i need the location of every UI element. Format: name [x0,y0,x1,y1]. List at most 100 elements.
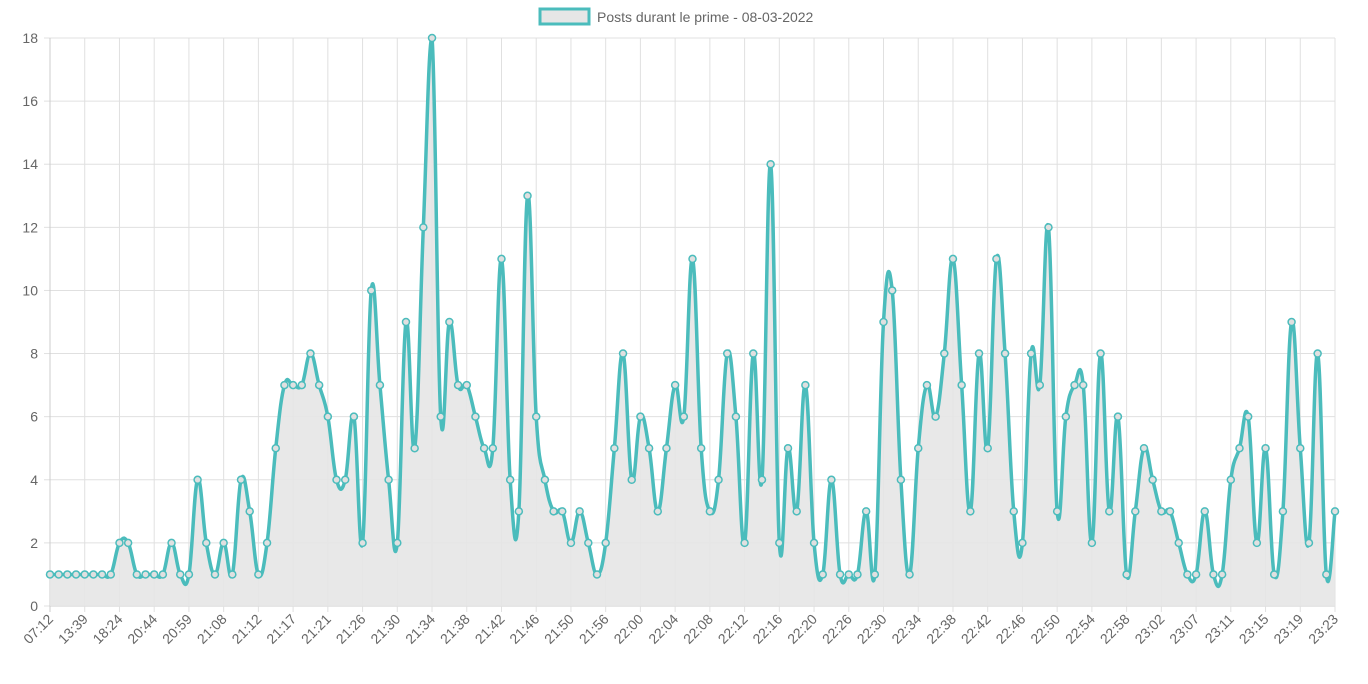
data-point[interactable] [757,475,767,485]
data-point[interactable] [367,286,376,295]
data-point[interactable] [488,443,498,453]
data-point[interactable] [323,412,333,421]
data-point[interactable] [1183,570,1192,579]
data-point[interactable] [653,507,663,516]
data-point[interactable] [254,570,263,579]
data-point[interactable] [54,570,63,579]
data-point[interactable] [931,412,940,421]
data-point[interactable] [627,475,636,485]
data-point[interactable] [1191,570,1201,579]
data-point[interactable] [1252,538,1262,548]
data-point[interactable] [966,507,975,516]
data-point[interactable] [523,191,532,201]
data-point[interactable] [853,570,862,579]
data-point[interactable] [601,538,610,548]
data-point[interactable] [1078,380,1088,390]
data-point[interactable] [1261,443,1270,453]
data-point[interactable] [948,254,958,264]
data-point[interactable] [731,412,741,421]
data-point[interactable] [670,380,680,390]
data-point[interactable] [63,570,72,579]
data-point[interactable] [1165,507,1175,516]
data-point[interactable] [887,286,897,295]
data-point[interactable] [879,317,888,327]
data-point[interactable] [688,254,697,264]
data-point[interactable] [497,254,506,264]
data-point[interactable] [167,538,176,548]
data-point[interactable] [558,507,567,516]
data-point[interactable] [974,349,984,358]
data-point[interactable] [696,443,706,453]
data-point[interactable] [1200,507,1210,516]
data-point[interactable] [940,349,949,358]
data-point[interactable] [471,412,480,421]
data-point[interactable] [1157,507,1166,516]
data-point[interactable] [245,507,254,516]
data-point[interactable] [792,507,801,516]
data-point[interactable] [210,570,220,579]
data-point[interactable] [175,570,185,579]
data-point[interactable] [271,443,280,453]
data-point[interactable] [575,507,584,516]
data-point[interactable] [844,570,854,579]
data-point[interactable] [340,475,350,485]
data-point[interactable] [314,380,324,390]
data-point[interactable] [419,223,428,232]
data-point[interactable] [1278,507,1288,516]
data-point[interactable] [1148,475,1157,485]
data-point[interactable] [158,570,168,579]
data-point[interactable] [610,443,619,453]
data-point[interactable] [809,538,819,548]
data-point[interactable] [662,443,671,453]
data-point[interactable] [375,380,385,390]
data-point[interactable] [393,538,402,548]
data-point[interactable] [132,570,142,579]
data-point[interactable] [922,380,932,390]
data-point[interactable] [89,570,98,579]
data-point[interactable] [905,570,914,579]
data-point[interactable] [801,380,810,390]
data-point[interactable] [913,443,923,453]
data-point[interactable] [783,443,793,453]
data-point[interactable] [427,33,437,43]
data-point[interactable] [592,570,602,579]
data-point[interactable] [1035,380,1045,390]
data-point[interactable] [141,570,150,579]
data-point[interactable] [97,570,107,579]
data-point[interactable] [540,475,550,485]
data-point[interactable] [714,475,723,485]
data-point[interactable] [1105,507,1114,516]
data-point[interactable] [1322,570,1331,579]
data-point[interactable] [123,538,133,548]
data-point[interactable] [705,507,715,516]
data-point[interactable] [1044,223,1053,232]
data-point[interactable] [1209,570,1218,579]
data-point[interactable] [1330,507,1340,516]
data-point[interactable] [618,349,628,358]
data-point[interactable] [1070,380,1079,390]
data-point[interactable] [1061,412,1071,421]
data-point[interactable] [514,507,524,516]
data-point[interactable] [644,443,654,453]
data-point[interactable] [1287,317,1296,327]
data-point[interactable] [401,317,411,327]
data-point[interactable] [262,538,272,548]
data-point[interactable] [749,349,758,358]
data-point[interactable] [1174,538,1183,548]
data-point[interactable] [992,254,1001,264]
data-point[interactable] [1217,570,1227,579]
data-point[interactable] [1026,349,1036,358]
data-point[interactable] [1296,443,1305,453]
data-point[interactable] [1096,349,1105,358]
data-point[interactable] [775,538,784,548]
data-point[interactable] [436,412,445,421]
data-point[interactable] [349,412,359,421]
data-point[interactable] [1000,349,1010,358]
data-point[interactable] [1313,349,1322,358]
data-point[interactable] [861,507,871,516]
data-point[interactable] [193,475,202,485]
data-point[interactable] [479,443,489,453]
data-point[interactable] [80,570,89,579]
data-point[interactable] [505,475,515,485]
data-point[interactable] [1052,507,1062,516]
